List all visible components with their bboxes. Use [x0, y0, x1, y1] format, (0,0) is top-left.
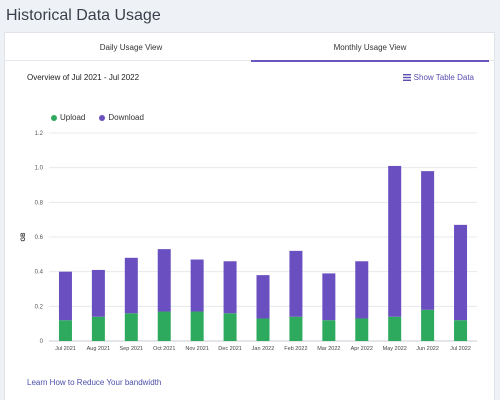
y-tick-label: 0.8 [35, 200, 44, 206]
y-tick-label: 0.4 [35, 270, 44, 276]
view-tabs: Daily Usage View Monthly Usage View [5, 33, 494, 62]
x-tick-label: Feb 2022 [284, 346, 307, 352]
y-tick-label: 1.2 [35, 131, 44, 137]
x-tick-label: Dec 2021 [218, 346, 242, 352]
x-tick-label: Aug 2021 [87, 346, 111, 352]
x-tick-label: Jan 2022 [252, 346, 275, 352]
tab-daily-usage[interactable]: Daily Usage View [99, 42, 163, 52]
download-dot-icon [99, 114, 106, 121]
legend-label-upload: Upload [60, 113, 86, 122]
bar-download [157, 249, 171, 312]
tab-monthly-usage[interactable]: Monthly Usage View [251, 33, 489, 62]
y-tick-label: 0.6 [35, 235, 44, 241]
bar-download [256, 275, 270, 319]
x-tick-label: Nov 2021 [185, 346, 209, 352]
bar-download [388, 165, 402, 317]
bar-upload [190, 311, 204, 341]
bar-upload [421, 309, 435, 341]
bar-download [289, 250, 303, 317]
bar-download [421, 171, 435, 310]
overview-title: Overview of Jul 2021 - Jul 2022 [27, 73, 140, 82]
y-tick-label: 0 [40, 339, 44, 345]
chart-legend: Upload Download [51, 113, 144, 122]
y-axis-label: GB [21, 232, 27, 242]
usage-bar-chart: 0 0.2 0.4 0.6 0.8 1.0 1.2 GB Jul 2021 Aug 2021 Sep… [21, 131, 477, 352]
x-tick-label: Sep 2021 [120, 346, 144, 352]
bar-upload [355, 318, 369, 341]
table-icon [402, 74, 411, 81]
bar-download [91, 269, 105, 317]
bar-upload [58, 320, 72, 341]
bar-download [355, 261, 369, 319]
page-title: Historical Data Usage [6, 7, 161, 24]
x-tick-label: May 2022 [383, 346, 407, 352]
legend-label-download: Download [108, 113, 144, 122]
bar-download [58, 271, 72, 321]
legend-item-upload[interactable]: Upload [51, 113, 85, 122]
bar-upload [256, 318, 270, 341]
bar-upload [91, 316, 105, 341]
reduce-bandwidth-link[interactable]: Learn How to Reduce Your bandwidth [27, 378, 162, 387]
y-tick-label: 0.2 [35, 304, 44, 310]
bar-upload [223, 313, 237, 341]
bar-download [322, 273, 336, 321]
x-tick-label: Oct 2021 [153, 346, 175, 352]
bar-upload [322, 320, 336, 341]
show-table-data-link[interactable]: Show Table Data [402, 73, 474, 82]
y-tick-label: 1.0 [35, 166, 44, 172]
x-tick-label: Apr 2022 [351, 346, 373, 352]
x-tick-label: Mar 2022 [317, 346, 340, 352]
bar-upload [157, 311, 171, 341]
legend-item-download[interactable]: Download [99, 113, 144, 122]
bar-download [223, 261, 237, 314]
bar-download [190, 259, 204, 312]
bar-upload [289, 316, 303, 341]
upload-dot-icon [51, 114, 57, 121]
bar-download [124, 257, 138, 314]
x-tick-label: Jul 2022 [450, 346, 471, 352]
bar-upload [124, 313, 138, 341]
x-tick-label: Jun 2022 [416, 346, 439, 352]
x-tick-label: Jul 2021 [55, 346, 76, 352]
bar-upload [388, 316, 402, 341]
bar-download [454, 224, 468, 321]
usage-card: Daily Usage View Monthly Usage View Over… [4, 32, 495, 400]
bar-upload [454, 320, 468, 341]
show-table-label: Show Table Data [413, 73, 474, 82]
